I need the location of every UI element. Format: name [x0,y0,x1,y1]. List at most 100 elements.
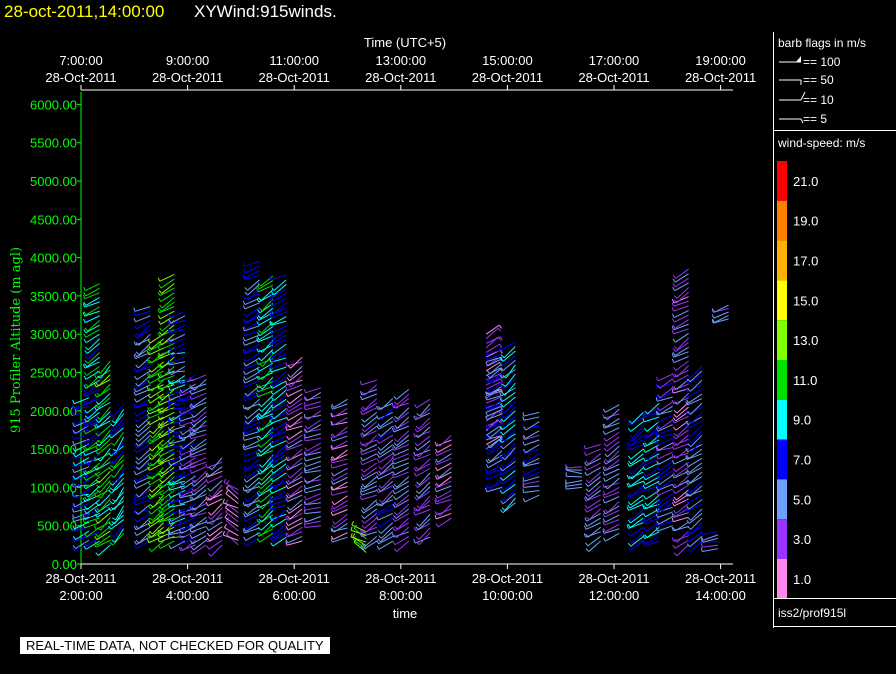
wind-barb-flag [655,427,659,432]
wind-barb-flag [331,477,335,482]
wind-barb-flag [189,496,192,501]
wind-barb-flag [287,515,291,520]
wind-barb [270,274,287,281]
wind-barb-flag [269,414,272,419]
wind-barb-flag [330,445,333,450]
wind-barb [150,365,164,377]
wind-barb [246,467,260,479]
wind-barb [414,453,431,461]
wind-barb-flag [258,413,263,417]
wind-barb-flag [522,412,525,417]
wind-barb [111,427,124,439]
wind-barb-flag [583,451,587,456]
wind-barb [245,352,260,363]
wind-barb-flag [168,499,172,504]
wind-barb [246,408,260,420]
wind-barb [259,303,274,314]
wind-barb-flag [331,505,335,510]
wind-barb-flag [178,529,182,534]
wind-barb [209,530,223,542]
wind-barb [304,470,321,474]
wind-barb-flag [330,491,333,496]
wind-barb [331,527,348,532]
wind-barb [73,512,90,519]
wind-barb-flag [686,492,691,497]
wind-barb-flag [242,341,246,346]
wind-barb-flag [375,510,379,515]
wind-barb-flag [655,454,659,459]
wind-barb [151,480,164,493]
wind-barb-flag [603,442,607,447]
wind-barb-flag [146,414,150,419]
wind-barb [262,459,274,473]
wind-barb [605,473,620,482]
wind-barb-flag [393,534,398,538]
wind-barb-flag [146,534,150,539]
wind-barb [225,493,239,504]
wind-barb-flag [391,427,395,433]
x-top-tick-date: 28-Oct-2011 [472,70,543,85]
wind-barb-flag [413,507,416,512]
wind-barb-flag [256,383,259,389]
wind-barb [485,356,502,363]
wind-barb-flag [393,442,398,447]
wind-barb-flag [434,499,437,505]
wind-barb-flag [522,416,525,421]
wind-barb-flag [157,433,161,438]
wind-barb [135,499,151,506]
wind-barb-flag [585,548,590,552]
wind-barb [586,503,601,513]
wind-barb [676,365,689,378]
wind-barb [604,491,620,499]
wind-barb-flag [436,474,440,478]
wind-barb [331,490,348,496]
wind-barb-flag [672,544,676,549]
wind-barb-flag [672,373,675,378]
wind-barb-flag [258,408,263,412]
wind-barb-flag [644,534,648,538]
wind-barb [362,444,378,452]
wind-barb [418,417,431,430]
wind-barb-flag [303,506,306,511]
wind-barb-flag [135,539,140,544]
wind-barb [502,350,516,362]
wind-barb-flag [361,428,365,433]
wind-barb-flag [671,298,675,304]
wind-barb [485,343,500,354]
wind-barb [489,441,503,453]
wind-barb-flag [244,474,248,479]
y-axis-label: 915 Profiler Altitude (m agl) [9,247,24,433]
wind-barb [75,539,90,550]
wind-barb-flag [178,465,181,470]
wind-barb [191,466,207,474]
colorbar-swatch [777,519,787,559]
wind-barb-flag [271,485,275,489]
wind-barb [273,408,287,420]
wind-barb [674,314,689,323]
wind-barb [243,274,260,280]
wind-barb-flag [416,505,421,509]
wind-barb [211,484,223,498]
wind-barb-flag [244,465,248,470]
wind-barb-flag [205,473,208,478]
wind-barb-flag [159,442,163,447]
wind-barb-flag [499,349,503,354]
wind-barb [98,415,111,428]
wind-barb-flag [159,396,163,401]
wind-barb-flag [93,424,97,429]
wind-barb-flag [626,506,630,511]
wind-barb-flag [642,504,645,509]
wind-barb [273,527,287,539]
wind-barb [161,301,175,312]
wind-barb [439,503,452,516]
wind-barb-flag [644,442,648,447]
wind-barb-flag [147,399,151,404]
wind-barb [170,540,186,550]
wind-barb-flag [72,517,75,522]
wind-barb-flag [643,495,647,500]
wind-barb-flag [271,535,275,539]
wind-barb-flag [331,472,334,477]
wind-barb [503,346,516,359]
wind-barb-flag [168,433,170,438]
barb-legend-entry: == 10 [803,93,834,107]
